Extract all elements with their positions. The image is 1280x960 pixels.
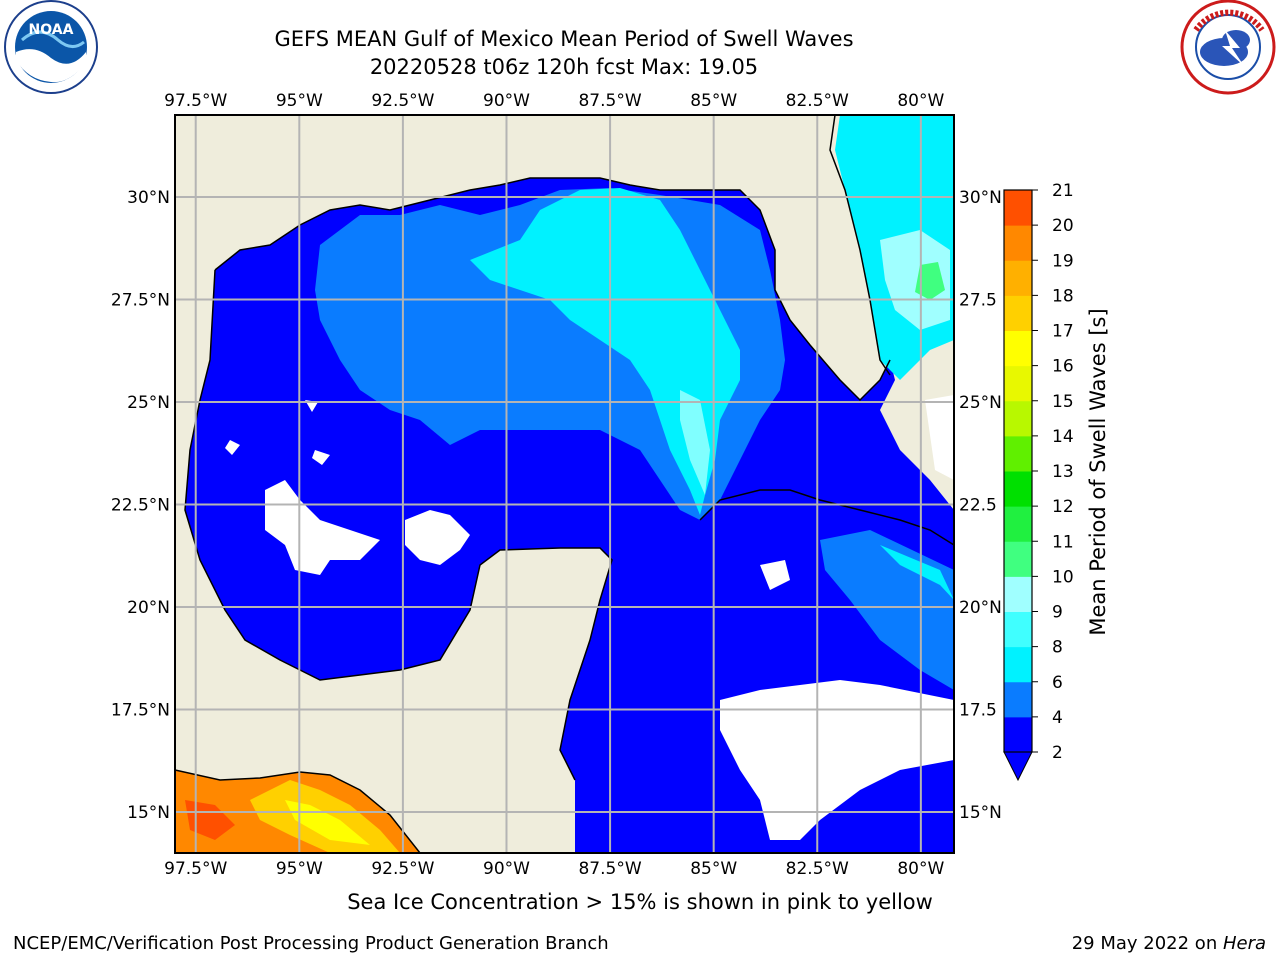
colorbar-tick-label: 19 — [1052, 251, 1074, 271]
colorbar-bin — [1004, 260, 1032, 296]
colorbar-bin — [1004, 681, 1032, 718]
pacific-swell-red — [185, 800, 235, 840]
lat-tick-label-right: 27.5 — [959, 291, 997, 311]
colorbar-tick-label: 6 — [1052, 673, 1063, 693]
colorbar-tick-label: 14 — [1052, 427, 1074, 447]
colorbar-bin — [1004, 295, 1032, 331]
colorbar-tick-label: 13 — [1052, 462, 1074, 482]
lat-tick-label-left: 27.5°N — [111, 291, 170, 311]
missing-data-patches — [225, 395, 954, 840]
colorbar-bin — [1004, 611, 1032, 648]
lon-tick-label-bottom: 90°W — [483, 859, 530, 879]
swell-band-6-8 — [680, 390, 710, 495]
colorbar-bin — [1004, 471, 1032, 507]
lat-tick-label-left: 30°N — [127, 188, 170, 208]
svg-text:NOAA: NOAA — [29, 22, 74, 38]
colorbar-bin — [1004, 435, 1032, 472]
lat-tick-label-right: 25°N — [959, 393, 1002, 413]
colorbar-bin — [1004, 365, 1032, 402]
colorbar-bin — [1004, 576, 1032, 612]
lat-tick-label-left: 17.5°N — [111, 701, 170, 721]
axis-tick-labels: 97.5°W 97.5°W 95°W 95°W 92.5°W 92.5°W 90°W 90°W… — [111, 91, 1002, 879]
colorbar-label: Mean Period of Swell Waves [s] — [1086, 308, 1110, 635]
lon-tick-label-top: 82.5°W — [786, 91, 849, 111]
colorbar-tick-label: 4 — [1052, 708, 1063, 728]
colorbar-tick-label: 21 — [1052, 181, 1074, 201]
lon-tick-label-bottom: 85°W — [690, 859, 737, 879]
colorbar-tick-label: 16 — [1052, 357, 1074, 377]
colorbar-tick-label: 18 — [1052, 286, 1074, 306]
colorbar-bin — [1004, 400, 1032, 437]
footer-credit: NCEP/EMC/Verification Post Processing Pr… — [13, 933, 609, 954]
atlantic-green-patch — [915, 262, 945, 300]
lon-tick-label-top: 85°W — [690, 91, 737, 111]
lat-tick-label-left: 15°N — [127, 803, 170, 823]
swell-band-4-6 — [470, 188, 740, 515]
colorbar-tick-label: 10 — [1052, 567, 1074, 587]
swell-period-field — [175, 115, 954, 853]
lon-tick-label-bottom: 80°W — [897, 859, 944, 879]
chart-title-line1: GEFS MEAN Gulf of Mexico Mean Period of … — [274, 27, 854, 51]
colorbar-tick-label: 15 — [1052, 392, 1074, 412]
lon-tick-label-top: 80°W — [897, 91, 944, 111]
atlantic-light-cyan — [880, 230, 950, 330]
colorbar-tick-label: 12 — [1052, 497, 1074, 517]
colorbar-tick-label: 2 — [1052, 743, 1063, 763]
lon-tick-label-bottom: 97.5°W — [164, 859, 227, 879]
lat-tick-label-left: 20°N — [127, 598, 170, 618]
colorbar-tick-label: 20 — [1052, 216, 1074, 236]
colorbar-bin — [1004, 541, 1032, 577]
footer-machine: Hera — [1222, 933, 1266, 954]
lon-tick-label-bottom: 95°W — [276, 859, 323, 879]
colorbar: 2 4 6 8 9 10 11 12 13 14 15 16 17 18 19 20 21 — [1003, 181, 1074, 782]
lat-tick-label-right: 20°N — [959, 598, 1002, 618]
lat-tick-label-left: 22.5°N — [111, 496, 170, 516]
colorbar-tick-label: 17 — [1052, 322, 1074, 342]
chart-title-line2: 20220528 t06z 120h fcst Max: 19.05 — [369, 55, 759, 79]
lat-tick-label-right: 17.5 — [959, 701, 997, 721]
lon-tick-label-bottom: 92.5°W — [371, 859, 434, 879]
colorbar-bin — [1004, 190, 1032, 226]
colorbar-bin — [1004, 225, 1032, 261]
graticule — [175, 115, 954, 853]
map-frame — [174, 114, 955, 854]
lon-tick-label-bottom: 82.5°W — [786, 859, 849, 879]
lat-tick-label-right: 22.5 — [959, 496, 997, 516]
nws-logo-icon — [1180, 0, 1276, 95]
coastlines — [175, 115, 954, 853]
sea-ice-note: Sea Ice Concentration > 15% is shown in … — [347, 890, 933, 914]
lon-tick-label-top: 90°W — [483, 91, 530, 111]
lon-tick-label-top: 97.5°W — [164, 91, 227, 111]
lat-tick-label-right: 30°N — [959, 188, 1002, 208]
noaa-logo-icon: NOAA — [4, 0, 98, 94]
colorbar-tick-label: 8 — [1052, 638, 1063, 658]
colorbar-tick-label: 11 — [1052, 532, 1074, 552]
colorbar-bin — [1004, 506, 1032, 542]
colorbar-bin — [1004, 716, 1032, 753]
lon-tick-label-top: 92.5°W — [371, 91, 434, 111]
colorbar-bin — [1004, 330, 1032, 367]
footer-date: 29 May 2022 on Hera — [1072, 933, 1266, 954]
colorbar-bin — [1004, 646, 1032, 683]
lon-tick-label-top: 87.5°W — [578, 91, 641, 111]
colorbar-tick-label: 9 — [1052, 603, 1063, 623]
colorbar-under-arrow — [1003, 751, 1033, 782]
lon-tick-label-top: 95°W — [276, 91, 323, 111]
caribbean-swell-band-4-6 — [880, 545, 954, 600]
lat-tick-label-left: 25°N — [127, 393, 170, 413]
lat-tick-label-right: 15°N — [959, 803, 1002, 823]
footer-date-text: 29 May 2022 on — [1071, 933, 1223, 954]
lon-tick-label-bottom: 87.5°W — [578, 859, 641, 879]
